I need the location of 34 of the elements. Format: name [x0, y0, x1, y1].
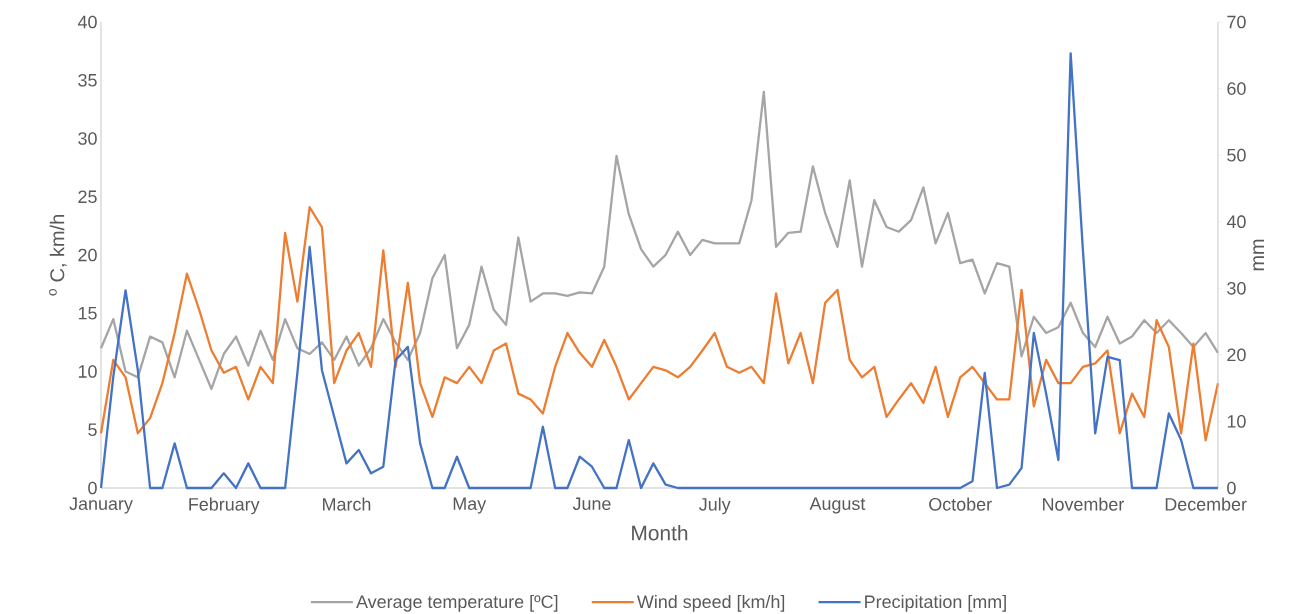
legend-label: Precipitation [mm] [865, 594, 1006, 612]
x-tick-label: June [572, 497, 611, 511]
y2-tick-label: 20 [1227, 348, 1246, 362]
y-tick-label: 40 [77, 15, 97, 29]
y2-tick-label: 60 [1227, 82, 1246, 95]
x-tick-label: October [929, 497, 992, 511]
x-tick-label: July [699, 497, 731, 515]
y-tick-label: 30 [78, 132, 97, 145]
x-axis-title: Month [632, 525, 688, 541]
x-tick-label: March [323, 497, 371, 511]
y2-tick-label: 0 [1227, 481, 1236, 495]
y2-tick-label: 50 [1227, 148, 1246, 162]
x-tick-label: November [1043, 497, 1124, 511]
y2-tick-label: 10 [1227, 415, 1246, 428]
y-tick-label: 10 [78, 365, 97, 378]
y-tick-label: 5 [88, 423, 97, 436]
x-tick-label: August [809, 497, 866, 514]
y2-tick-label: 30 [1227, 281, 1246, 295]
y2-tick-label: 40 [1226, 215, 1246, 229]
legend-label: Average temperature [ºC] [356, 594, 558, 612]
x-tick-label: May [453, 497, 487, 514]
legend-label: Wind speed [km/h] [636, 594, 785, 612]
y-tick-label: 25 [78, 190, 97, 204]
x-tick-label: January [69, 497, 133, 514]
y-axis-title: $^{o}$ C, km/h [49, 215, 67, 296]
x-tick-label: February [189, 497, 260, 515]
y2-tick-label: 70 [1227, 15, 1246, 29]
x-tick-label: December [1165, 497, 1247, 511]
line-series [99, 206, 1220, 442]
y-tick-label: 15 [78, 306, 97, 320]
y-tick-label: 0 [88, 481, 97, 495]
y2-axis-title: mm [1253, 239, 1264, 271]
y-tick-label: 35 [78, 73, 97, 87]
y-tick-label: 20 [78, 248, 97, 262]
